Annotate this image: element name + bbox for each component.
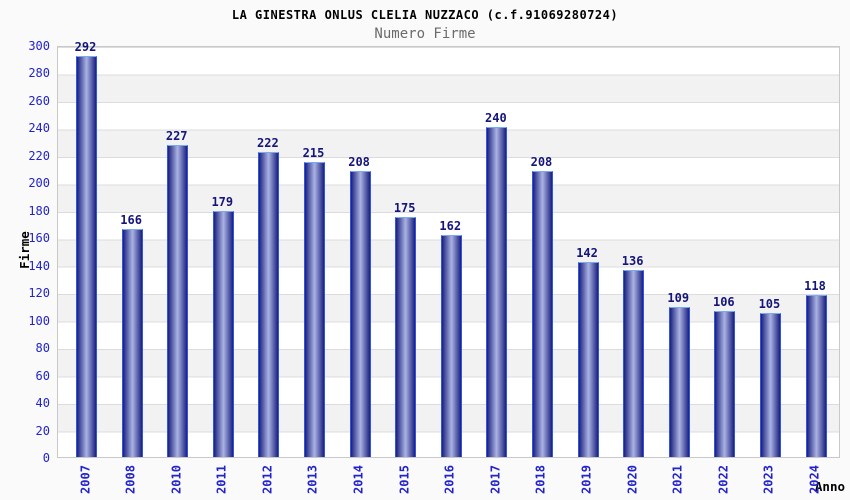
x-tick-label: 2018 xyxy=(533,465,548,494)
bar-value-label: 179 xyxy=(211,195,234,209)
bar-value-label: 142 xyxy=(576,246,598,260)
bar-value-label: 175 xyxy=(393,201,416,215)
y-tick-label: 200 xyxy=(28,176,50,191)
bar-value-label: 136 xyxy=(621,254,644,268)
x-tick-label: 2017 xyxy=(488,465,503,494)
x-tick-label: 2015 xyxy=(397,465,412,494)
bar xyxy=(258,152,280,457)
bar-value-label: 240 xyxy=(485,111,507,125)
x-tick-label: 2007 xyxy=(78,465,92,494)
y-tick-label: 80 xyxy=(35,341,50,356)
y-tick-label: 100 xyxy=(28,313,50,328)
bar-value-label: 166 xyxy=(120,213,142,227)
bar xyxy=(395,217,417,457)
bar-value-label: 105 xyxy=(758,297,781,311)
bar xyxy=(349,171,371,457)
bar xyxy=(303,162,325,457)
bar xyxy=(714,311,736,457)
bar xyxy=(486,127,508,457)
bar xyxy=(623,270,645,457)
bar xyxy=(805,295,827,457)
bar xyxy=(759,313,781,457)
bar xyxy=(167,145,189,457)
y-tick-label: 180 xyxy=(28,203,50,218)
y-tick-label: 0 xyxy=(42,451,50,465)
bar-value-label: 215 xyxy=(302,146,325,160)
x-tick-label: 2012 xyxy=(260,465,275,494)
y-tick-label: 260 xyxy=(28,93,50,108)
y-tick-label: 220 xyxy=(28,148,50,163)
x-tick-label: 2013 xyxy=(305,465,320,494)
y-tick-label: 280 xyxy=(28,66,50,81)
x-tick-label: 2016 xyxy=(442,465,457,494)
bar-value-label: 162 xyxy=(439,219,462,233)
y-tick-label: 300 xyxy=(28,39,50,53)
x-tick-label: 2008 xyxy=(123,465,138,494)
bar-value-label: 118 xyxy=(804,279,826,293)
bar-value-label: 227 xyxy=(165,129,188,143)
y-tick-label: 120 xyxy=(28,286,50,301)
y-axis-title: Firme xyxy=(17,231,32,269)
x-tick-label: 2014 xyxy=(351,465,366,494)
x-tick-label: 2010 xyxy=(169,465,184,494)
y-tick-label: 60 xyxy=(35,368,50,383)
bar-value-label: 222 xyxy=(257,136,279,150)
chart-title: LA GINESTRA ONLUS CLELIA NUZZACO (c.f.91… xyxy=(231,8,619,22)
bar xyxy=(212,211,234,457)
bar xyxy=(121,229,143,457)
bar-value-label: 106 xyxy=(712,295,735,309)
y-tick-label: 140 xyxy=(28,258,50,273)
bar-value-label: 208 xyxy=(348,155,370,169)
x-axis-title: Anno xyxy=(814,479,845,494)
bar xyxy=(531,171,553,457)
x-tick-label: 2022 xyxy=(716,465,731,494)
x-tick-label: 2020 xyxy=(625,465,640,494)
bar xyxy=(668,307,690,457)
y-tick-label: 40 xyxy=(35,396,50,411)
chart-subtitle: Numero Firme xyxy=(374,26,476,42)
bar xyxy=(440,235,462,457)
bar xyxy=(76,56,97,457)
bar-value-label: 109 xyxy=(667,291,690,305)
y-tick-label: 160 xyxy=(28,231,50,246)
x-tick-label: 2021 xyxy=(670,465,685,494)
bar xyxy=(577,262,599,457)
x-tick-label: 2024 xyxy=(807,465,822,494)
x-tick-label: 2019 xyxy=(579,465,594,494)
y-tick-label: 240 xyxy=(28,121,50,136)
x-tick-label: 2023 xyxy=(761,465,776,494)
bar-value-label: 292 xyxy=(74,40,97,54)
y-tick-label: 20 xyxy=(35,423,50,438)
bar-value-label: 208 xyxy=(530,155,553,169)
x-tick-label: 2011 xyxy=(214,465,229,494)
plot-area xyxy=(57,46,840,458)
